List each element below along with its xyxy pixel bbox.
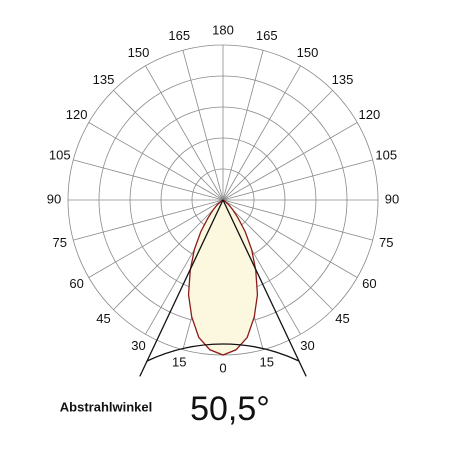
angle-label: 165 (168, 28, 190, 43)
grid-spoke (88, 199, 224, 278)
grid-spoke (73, 159, 224, 201)
angle-label: 15 (172, 355, 186, 370)
beam-arc (146, 343, 300, 362)
angle-label: 135 (93, 72, 115, 87)
angle-label: 45 (335, 311, 349, 326)
grid-spoke (222, 50, 264, 201)
angle-label: 0 (219, 360, 226, 375)
grid-spoke (222, 199, 333, 310)
beam-edge (139, 199, 224, 377)
angle-label: 135 (332, 72, 354, 87)
grid-spoke (145, 65, 224, 201)
grid-spoke (73, 199, 224, 241)
angle-label: 90 (385, 191, 399, 206)
intensity-curve (187, 199, 259, 356)
angle-label: 105 (375, 148, 397, 163)
grid-spoke (113, 199, 224, 310)
beam-label: Abstrahlwinkel (60, 399, 152, 414)
angle-label: 150 (128, 45, 150, 60)
angle-label: 75 (53, 235, 67, 250)
grid-spoke (222, 90, 333, 201)
grid-spoke (113, 90, 224, 201)
grid-spoke (222, 122, 358, 201)
angle-label: 90 (47, 191, 61, 206)
beam-edge (222, 199, 307, 377)
grid-spoke (222, 159, 373, 201)
angle-label: 75 (379, 235, 393, 250)
angle-label: 120 (66, 107, 88, 122)
grid-spoke (222, 199, 373, 241)
angle-label: 45 (96, 311, 110, 326)
angle-label: 30 (300, 338, 314, 353)
angle-label: 15 (260, 355, 274, 370)
grid-spoke (88, 122, 224, 201)
angle-label: 165 (256, 28, 278, 43)
angle-label: 180 (212, 22, 234, 37)
grid-spoke (222, 199, 358, 278)
grid-spoke (222, 65, 301, 201)
beam-angle-label: 50,5° (190, 390, 270, 428)
angle-label: 60 (362, 276, 376, 291)
angle-label: 120 (359, 107, 381, 122)
angle-label: 150 (297, 45, 319, 60)
angle-label: 60 (69, 276, 83, 291)
angle-label: 30 (131, 338, 145, 353)
angle-label: 105 (49, 148, 71, 163)
grid-spoke (182, 50, 224, 201)
